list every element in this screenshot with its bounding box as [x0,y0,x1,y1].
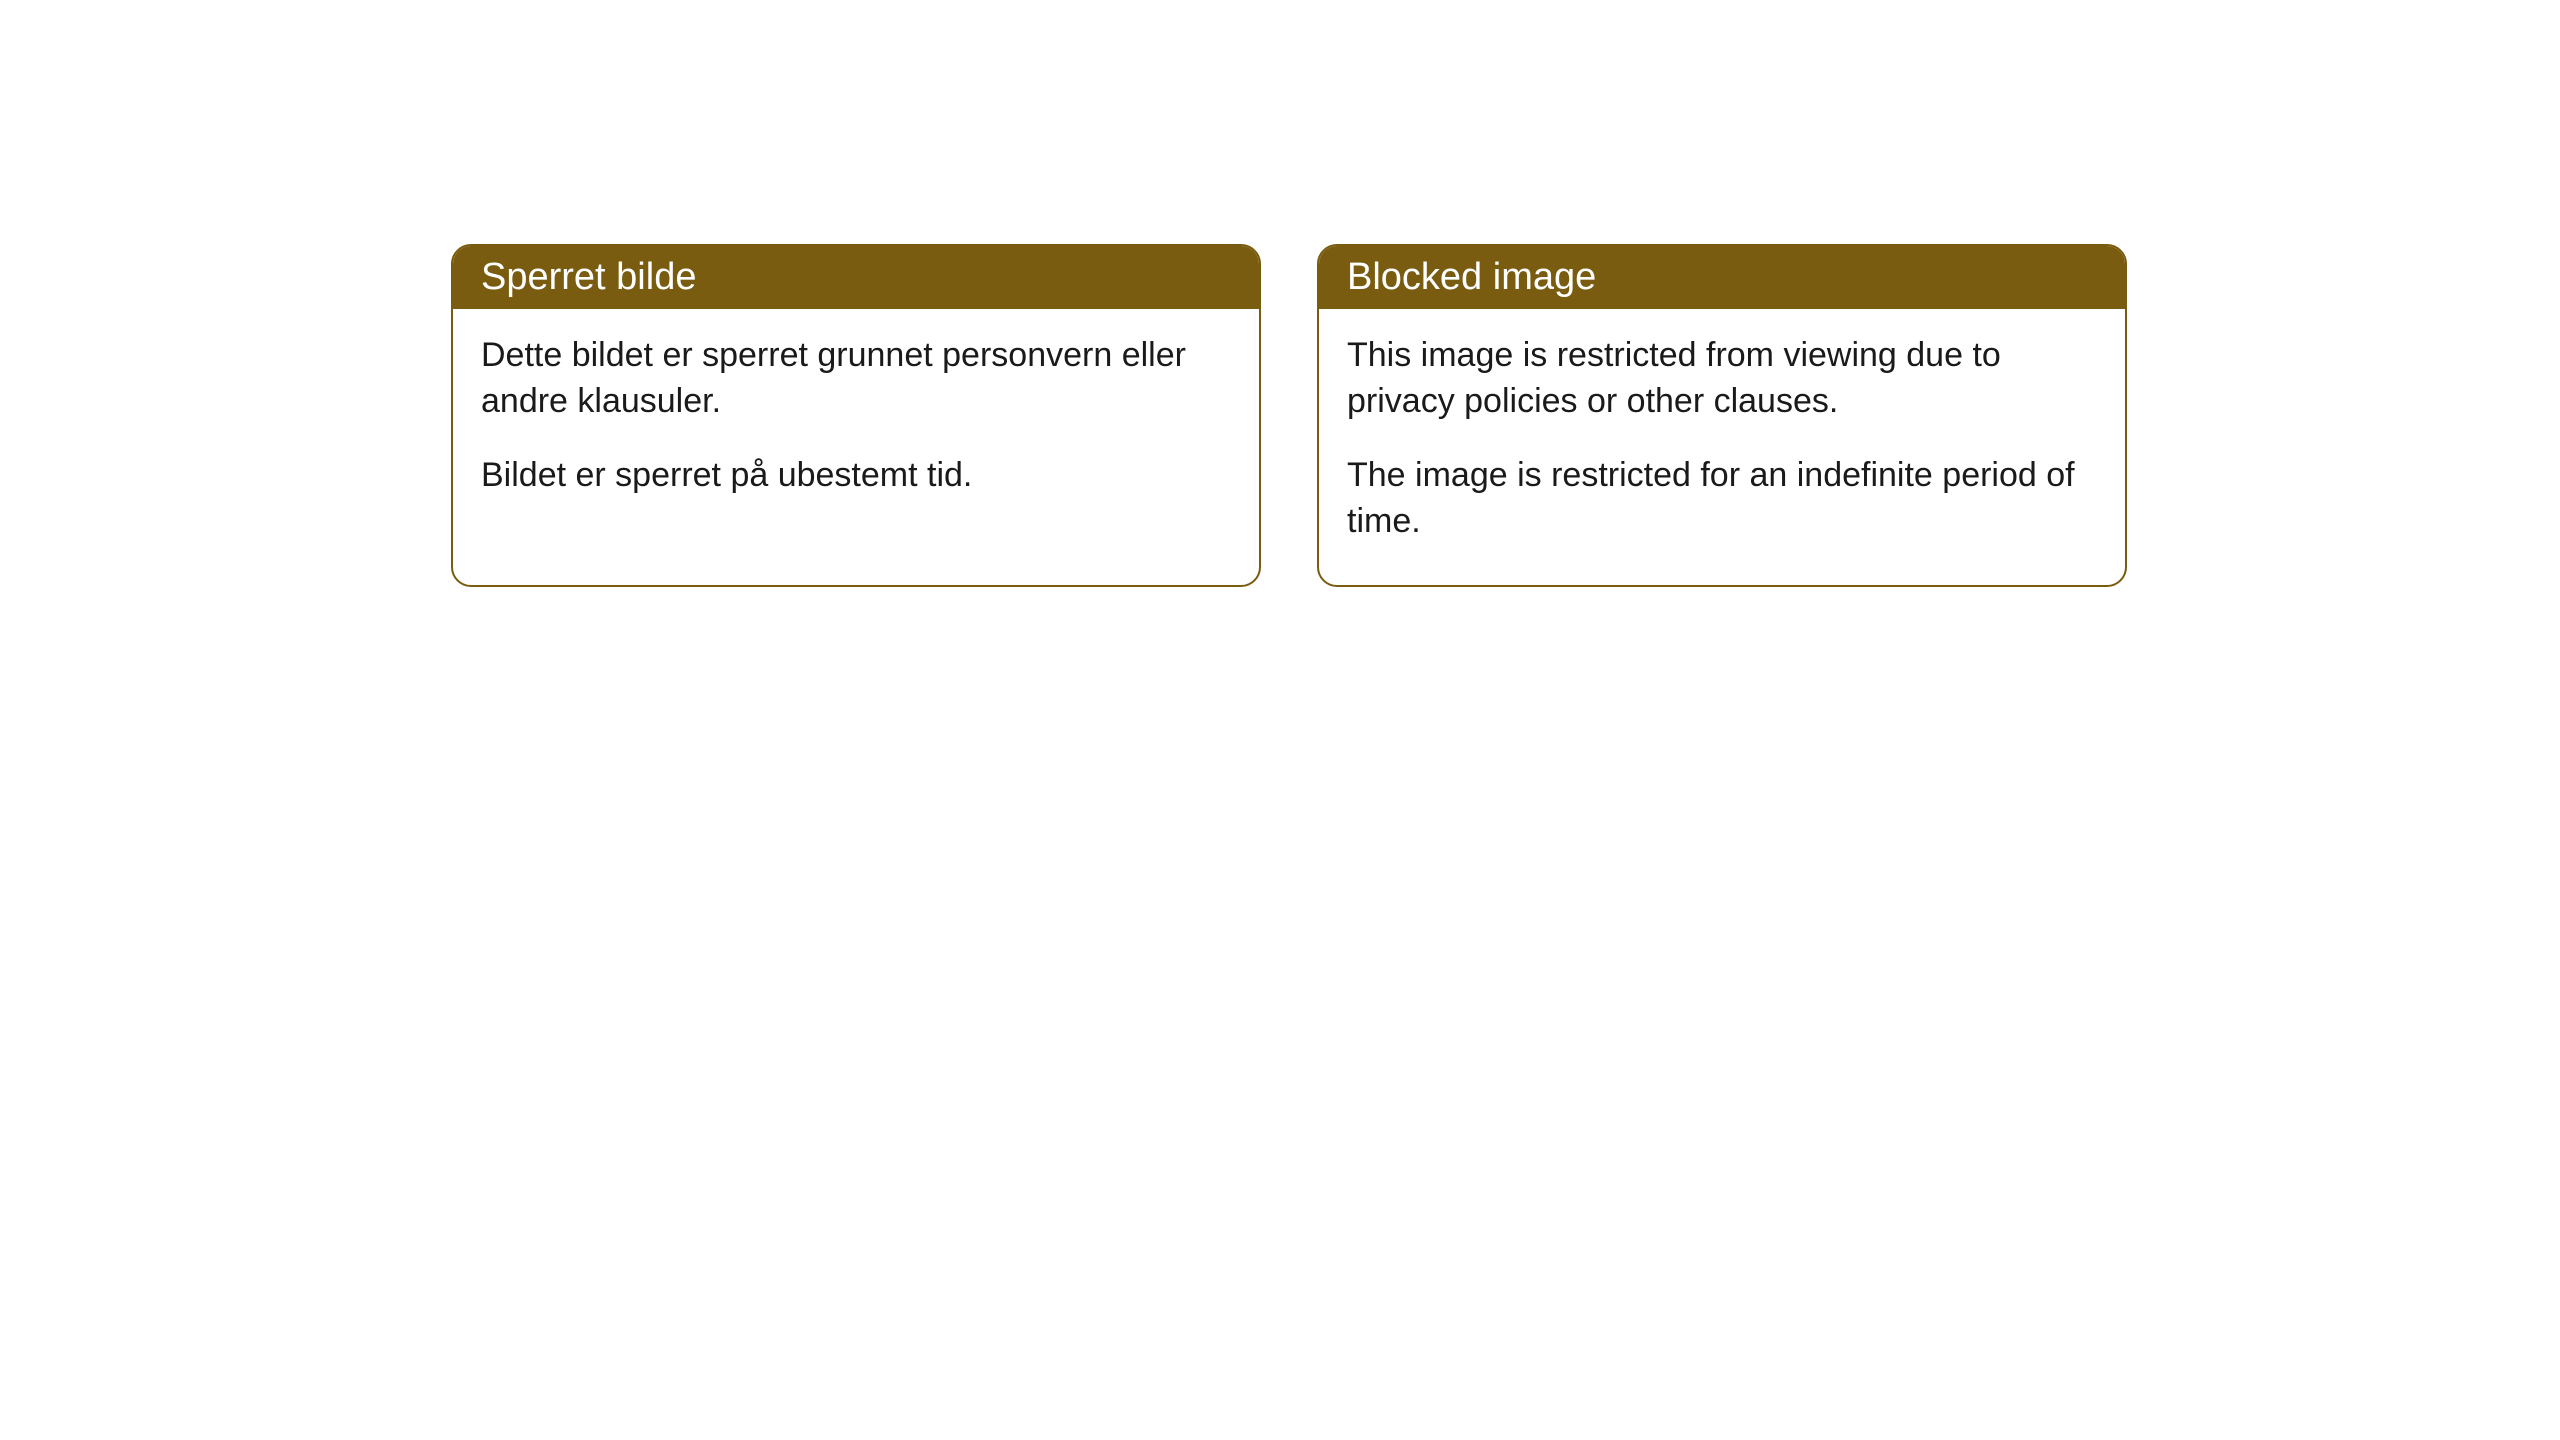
card-title: Sperret bilde [481,256,696,298]
blocked-image-card-norwegian: Sperret bilde Dette bildet er sperret gr… [451,244,1261,587]
card-title: Blocked image [1347,256,1596,298]
card-paragraph-2: The image is restricted for an indefinit… [1347,453,2097,545]
blocked-image-card-english: Blocked image This image is restricted f… [1317,244,2127,587]
card-body: Dette bildet er sperret grunnet personve… [453,309,1259,539]
card-header: Sperret bilde [453,246,1259,309]
card-header: Blocked image [1319,246,2125,309]
card-paragraph-1: Dette bildet er sperret grunnet personve… [481,333,1231,425]
card-paragraph-2: Bildet er sperret på ubestemt tid. [481,453,1231,499]
card-body: This image is restricted from viewing du… [1319,309,2125,585]
cards-container: Sperret bilde Dette bildet er sperret gr… [0,0,2560,587]
card-paragraph-1: This image is restricted from viewing du… [1347,333,2097,425]
